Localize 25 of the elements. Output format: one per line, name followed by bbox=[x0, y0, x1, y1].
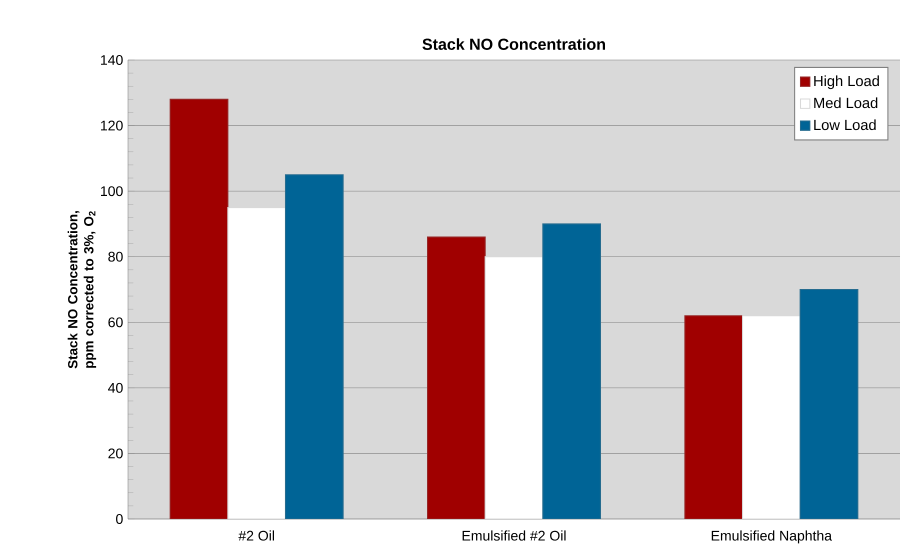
legend-label: Low Load bbox=[814, 119, 876, 130]
y-tick-label: 120 bbox=[101, 120, 123, 131]
legend-label: High Load bbox=[814, 75, 879, 90]
x-tick-label: Emulsified #2 Oil bbox=[462, 530, 566, 541]
x-tick-label: #2 Oil bbox=[238, 530, 274, 541]
y-axis-title: Stack NO Concentration, ppm corrected to 3%, O$_{2}$ bbox=[68, 211, 96, 368]
bar bbox=[484, 256, 544, 519]
y-tick-label: 140 bbox=[101, 55, 123, 65]
bar bbox=[542, 223, 602, 519]
y-tick-label: 100 bbox=[101, 186, 123, 196]
bar bbox=[800, 288, 858, 519]
bar bbox=[170, 98, 228, 519]
y-tick-label: 0 bbox=[116, 514, 123, 524]
bar bbox=[227, 206, 286, 519]
legend-label: Med Load bbox=[814, 97, 878, 108]
bar bbox=[684, 315, 744, 519]
y-tick-label: 40 bbox=[108, 382, 123, 393]
bar bbox=[427, 236, 486, 519]
chart-title: Stack NO Concentration bbox=[422, 38, 606, 50]
y-tick-label: 60 bbox=[108, 317, 123, 328]
y-tick-label: 20 bbox=[108, 448, 123, 458]
bar bbox=[284, 174, 344, 519]
y-tick-label: 80 bbox=[108, 252, 123, 262]
x-tick-label: Emulsified Naphtha bbox=[712, 530, 832, 544]
bar bbox=[742, 315, 801, 519]
